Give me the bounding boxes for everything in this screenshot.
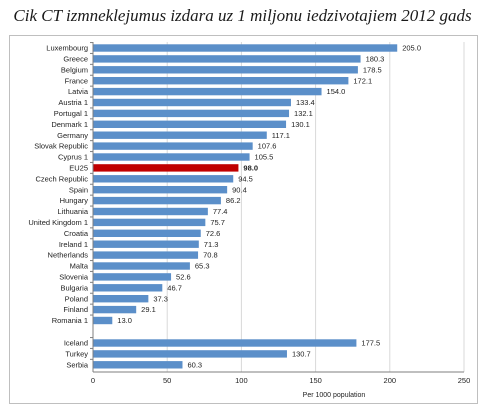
- category-label: Malta: [70, 262, 89, 271]
- category-label: Portugal 1: [54, 109, 88, 118]
- category-label: Turkey: [65, 350, 88, 359]
- value-label: 133.4: [296, 98, 315, 107]
- value-label: 132.1: [294, 109, 313, 118]
- bar: [93, 186, 228, 194]
- category-label: Denmark 1: [51, 120, 88, 129]
- chart-title: Cik CT izmneklejumus izdara uz 1 miljonu…: [13, 6, 472, 25]
- category-label: Romania 1: [52, 316, 88, 325]
- category-label: France: [65, 76, 88, 85]
- value-label: 71.3: [204, 240, 219, 249]
- x-tick-label: 250: [458, 376, 471, 385]
- bar: [93, 142, 253, 150]
- value-label: 60.3: [187, 360, 202, 369]
- value-label: 72.6: [206, 229, 221, 238]
- category-label: Croatia: [64, 229, 89, 238]
- value-label: 172.1: [353, 76, 372, 85]
- x-tick-label: 200: [384, 376, 397, 385]
- category-label: Cyprus 1: [58, 153, 88, 162]
- bar: [93, 240, 199, 248]
- value-label: 70.8: [203, 251, 218, 260]
- bar: [93, 218, 206, 227]
- category-label: Netherlands: [48, 251, 89, 260]
- category-label: Bulgaria: [60, 283, 88, 292]
- category-label: Lithuania: [58, 207, 89, 216]
- bar: [93, 284, 163, 292]
- bar: [93, 175, 234, 183]
- category-label: Germany: [57, 131, 88, 140]
- x-axis-label: Per 1000 population: [303, 392, 366, 399]
- value-label: 177.5: [361, 339, 380, 348]
- value-label: 65.3: [195, 262, 210, 271]
- category-label: Slovak Republic: [34, 142, 88, 151]
- category-label: Serbia: [66, 360, 89, 369]
- bar: [93, 44, 398, 52]
- value-label: 107.6: [258, 142, 277, 151]
- bar: [93, 361, 183, 369]
- category-label: Greece: [63, 55, 88, 64]
- bar: [93, 66, 358, 74]
- bar: [93, 77, 349, 85]
- value-label: 117.1: [272, 131, 290, 140]
- value-label: 52.6: [176, 273, 191, 282]
- x-tick-label: 0: [91, 376, 95, 385]
- x-tick-label: 50: [163, 376, 171, 385]
- category-label: EU25: [69, 164, 88, 173]
- category-label: Spain: [69, 185, 88, 194]
- value-label: 130.7: [292, 350, 311, 359]
- bar: [93, 120, 287, 128]
- bar: [93, 131, 267, 139]
- chart-frame: [9, 35, 478, 404]
- category-label: Czech Republic: [35, 174, 88, 183]
- bar: [93, 196, 221, 205]
- bar: [93, 295, 149, 303]
- value-label: 94.5: [238, 174, 253, 183]
- category-label: Finland: [63, 305, 88, 314]
- value-label: 105.5: [255, 153, 274, 162]
- value-label: 205.0: [402, 44, 421, 53]
- bar: [93, 316, 113, 325]
- bar: [93, 350, 287, 358]
- category-label: Belgium: [61, 65, 88, 74]
- category-label: Slovenia: [59, 273, 89, 282]
- category-label: Hungary: [60, 196, 89, 205]
- bar: [93, 207, 208, 216]
- category-label: Ireland 1: [59, 240, 88, 249]
- value-label: 37.3: [153, 294, 168, 303]
- x-tick-label: 100: [235, 376, 248, 385]
- bar: [93, 251, 199, 259]
- category-label: United Kingdom 1: [28, 218, 88, 227]
- bar: [93, 339, 357, 347]
- value-label: 180.3: [366, 55, 385, 64]
- value-label: 46.7: [167, 283, 182, 292]
- value-label: 29.1: [141, 305, 156, 314]
- value-label: 98.0: [243, 164, 258, 173]
- category-label: Latvia: [68, 87, 89, 96]
- value-label: 13.0: [117, 316, 132, 325]
- bar: [93, 262, 190, 270]
- value-label: 77.4: [213, 207, 228, 216]
- value-label: 178.5: [363, 65, 382, 74]
- bar: [93, 55, 361, 63]
- value-label: 86.2: [226, 196, 241, 205]
- category-label: Luxembourg: [46, 44, 88, 53]
- bar: [93, 273, 172, 281]
- value-label: 154.0: [327, 87, 346, 96]
- value-label: 75.7: [210, 218, 225, 227]
- value-label: 90.4: [232, 185, 247, 194]
- bar: [93, 109, 290, 118]
- bar-highlight: [93, 164, 239, 172]
- bar: [93, 153, 250, 161]
- category-label: Poland: [65, 294, 88, 303]
- bar: [93, 87, 322, 96]
- x-tick-label: 150: [309, 376, 322, 385]
- category-label: Iceland: [64, 339, 88, 348]
- bar: [93, 229, 201, 237]
- category-label: Austria 1: [58, 98, 88, 107]
- bar: [93, 98, 291, 107]
- value-label: 130.1: [291, 120, 310, 129]
- bar: [93, 305, 137, 314]
